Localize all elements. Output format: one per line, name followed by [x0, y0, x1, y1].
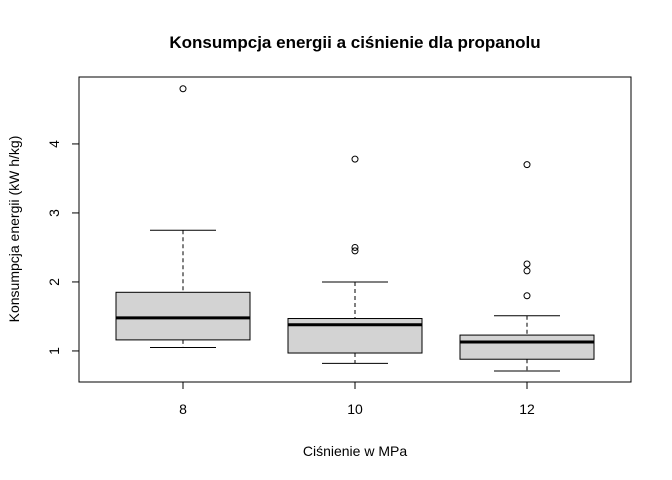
boxes-layer	[115, 85, 595, 372]
outlier-12-2	[523, 267, 531, 275]
outlier-12-1	[523, 260, 531, 268]
y-axis: 1 2 3 4	[46, 140, 80, 355]
y-tick-label-2: 3	[46, 209, 62, 217]
box-8	[115, 291, 251, 341]
x-tick-label-0: 8	[179, 401, 187, 417]
x-tick-label-2: 12	[519, 401, 535, 417]
x-axis-label: Ciśnienie w MPa	[303, 443, 407, 459]
x-axis: 8 10 12	[179, 381, 535, 417]
outlier-10-2	[351, 247, 359, 255]
y-tick-label-3: 4	[46, 140, 62, 148]
outlier-10-1	[351, 243, 359, 251]
outlier-10-0	[351, 155, 359, 163]
y-tick-label-1: 2	[46, 278, 62, 286]
x-tick-label-1: 10	[347, 401, 363, 417]
box-12	[459, 334, 595, 360]
outlier-12-3	[523, 292, 531, 300]
box-group-8	[115, 85, 251, 348]
box-group-10	[287, 155, 423, 364]
box-group-12	[459, 161, 595, 372]
chart-title: Konsumpcja energii a ciśnienie dla propa…	[169, 33, 540, 52]
outlier-8-0	[179, 85, 187, 93]
y-axis-label: Konsumpcja energii (kW h/kg)	[6, 136, 22, 323]
y-tick-label-0: 1	[46, 347, 62, 355]
outlier-12-0	[523, 161, 531, 169]
